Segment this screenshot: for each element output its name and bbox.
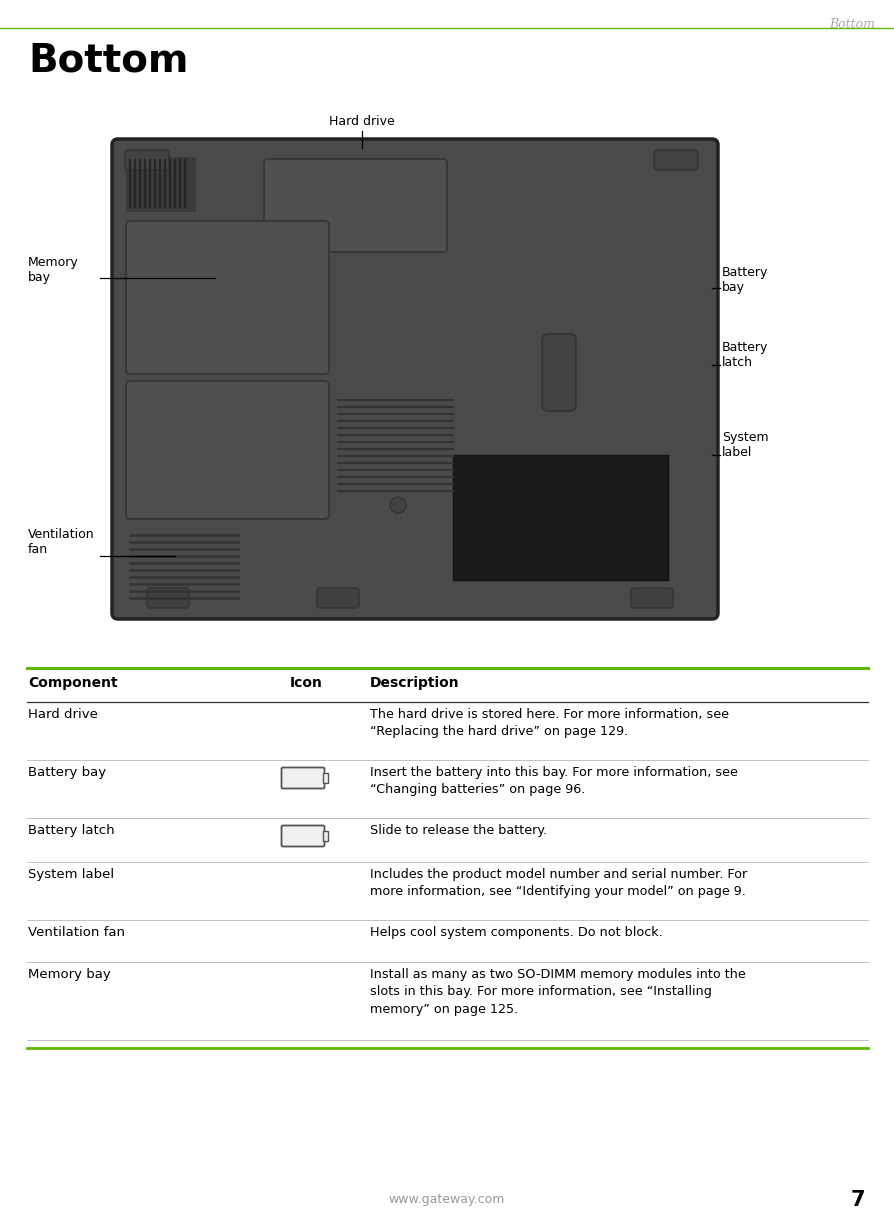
Text: Helps cool system components. Do not block.: Helps cool system components. Do not blo… (369, 926, 662, 938)
Text: Icon: Icon (290, 676, 323, 690)
Bar (452, 455, 667, 581)
Text: Memory bay: Memory bay (28, 968, 111, 982)
FancyBboxPatch shape (282, 768, 325, 788)
Bar (323, 772, 327, 784)
Text: Hard drive: Hard drive (28, 708, 97, 721)
FancyBboxPatch shape (264, 159, 446, 252)
FancyBboxPatch shape (125, 150, 169, 170)
Text: I: I (287, 774, 290, 784)
Text: The hard drive is stored here. For more information, see
“Replacing the hard dri: The hard drive is stored here. For more … (369, 708, 729, 738)
Text: 7: 7 (849, 1189, 864, 1210)
Text: Component: Component (28, 676, 117, 690)
Text: +: + (305, 831, 315, 843)
Text: System
label: System label (721, 430, 768, 459)
Text: www.gateway.com: www.gateway.com (388, 1193, 504, 1207)
Text: Includes the product model number and serial number. For
more information, see “: Includes the product model number and se… (369, 868, 746, 898)
Text: Hard drive: Hard drive (329, 114, 394, 128)
Text: +: + (305, 774, 315, 784)
Text: Battery
latch: Battery latch (721, 341, 768, 369)
Text: Battery bay: Battery bay (28, 766, 106, 779)
Text: Memory
bay: Memory bay (28, 256, 79, 284)
FancyBboxPatch shape (126, 381, 329, 519)
Bar (323, 831, 327, 841)
Text: Insert the battery into this bay. For more information, see
“Changing batteries”: Insert the battery into this bay. For mo… (369, 766, 737, 797)
FancyBboxPatch shape (630, 588, 672, 608)
FancyBboxPatch shape (126, 221, 329, 374)
Text: Battery latch: Battery latch (28, 824, 114, 836)
FancyBboxPatch shape (654, 150, 697, 170)
Text: Ventilation
fan: Ventilation fan (28, 528, 95, 556)
Text: Slide to release the battery.: Slide to release the battery. (369, 824, 546, 836)
FancyBboxPatch shape (282, 825, 325, 846)
Text: I: I (287, 831, 290, 843)
FancyBboxPatch shape (316, 588, 358, 608)
Text: System label: System label (28, 868, 114, 881)
FancyBboxPatch shape (112, 139, 717, 619)
FancyBboxPatch shape (542, 335, 576, 411)
Text: Ventilation fan: Ventilation fan (28, 926, 125, 938)
Text: Bottom: Bottom (28, 42, 189, 80)
Text: Description: Description (369, 676, 460, 690)
Text: Install as many as two SO-DIMM memory modules into the
slots in this bay. For mo: Install as many as two SO-DIMM memory mo… (369, 968, 745, 1016)
Text: Bottom: Bottom (828, 18, 874, 31)
Text: Battery
bay: Battery bay (721, 266, 768, 294)
Bar (126, 157, 196, 212)
Circle shape (390, 497, 406, 513)
FancyBboxPatch shape (147, 588, 189, 608)
